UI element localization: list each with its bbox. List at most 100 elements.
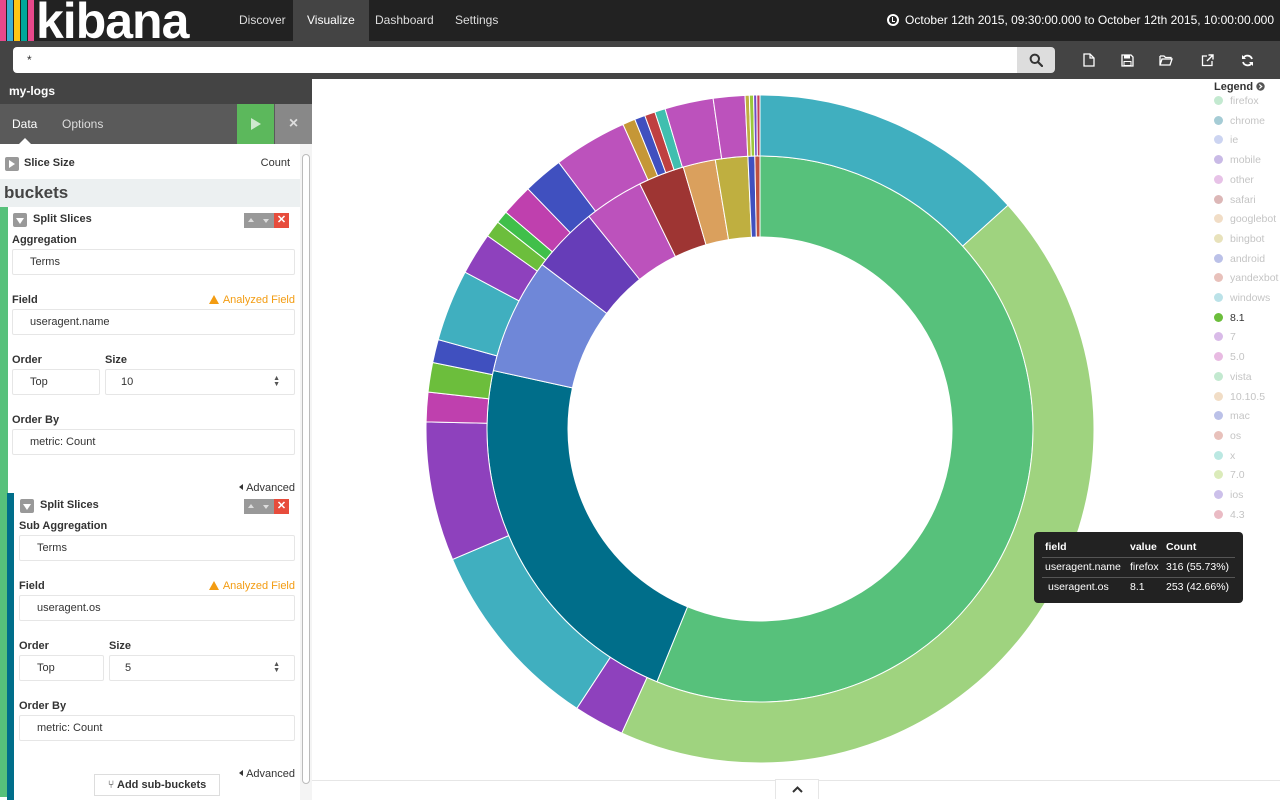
move-down-button[interactable]: [259, 499, 274, 514]
field-label: Field: [19, 580, 45, 592]
new-visualization-icon: [1083, 53, 1095, 67]
legend-item[interactable]: safari: [1214, 194, 1256, 208]
pie-slice-outer[interactable]: [621, 204, 1095, 764]
tab-options[interactable]: Options: [62, 117, 104, 131]
expand-toggle-icon[interactable]: [5, 157, 19, 171]
add-sub-buckets-text: Add sub-buckets: [117, 779, 207, 791]
nav-tab-visualize[interactable]: Visualize: [293, 0, 369, 41]
legend-item[interactable]: bingbot: [1214, 233, 1264, 247]
aggregation-label: Aggregation: [12, 234, 77, 246]
legend-item[interactable]: 4.3: [1214, 509, 1245, 523]
tooltip-row-field: useragent.os: [1048, 581, 1109, 593]
size-input[interactable]: 5 ▲ ▼: [109, 655, 295, 681]
legend-color-dot: [1214, 273, 1223, 283]
legend-item[interactable]: android: [1214, 253, 1265, 267]
toggle-spy-panel-button[interactable]: [775, 779, 819, 799]
chevron-up-icon: [791, 786, 803, 793]
legend-item[interactable]: ios: [1214, 489, 1243, 503]
legend-label: 5.0: [1230, 351, 1245, 364]
analyzed-field-warning: Analyzed Field: [208, 294, 295, 306]
advanced-toggle[interactable]: Advanced: [239, 482, 295, 494]
spinner-arrows-icon[interactable]: ▲ ▼: [273, 375, 280, 388]
legend-item[interactable]: firefox: [1214, 95, 1259, 109]
legend-item[interactable]: 10.10.5: [1214, 391, 1265, 405]
visualization-area: [312, 79, 1280, 800]
legend-item[interactable]: yandexbot: [1214, 272, 1278, 286]
legend-item[interactable]: chrome: [1214, 115, 1265, 129]
legend-color-dot: [1214, 450, 1223, 460]
sidebar-scrollbar[interactable]: [300, 144, 312, 800]
order-by-select[interactable]: metric: Count: [12, 429, 295, 455]
legend-item[interactable]: googlebot: [1214, 213, 1276, 227]
legend-label: firefox: [1230, 95, 1259, 107]
spinner-arrows-icon[interactable]: ▲ ▼: [273, 661, 280, 674]
timepicker[interactable]: October 12th 2015, 09:30:00.000 to Octob…: [887, 0, 1274, 41]
move-down-button[interactable]: [259, 213, 274, 228]
order-select[interactable]: Top: [19, 655, 104, 681]
open-icon: [1159, 55, 1173, 66]
pie-chart[interactable]: [312, 79, 1280, 779]
discard-changes-button[interactable]: ×: [275, 104, 312, 144]
agg-color-stripe: [0, 207, 8, 797]
search-button[interactable]: [1017, 47, 1055, 73]
kibana-logo[interactable]: kibana: [0, 0, 218, 49]
collapse-toggle-icon[interactable]: [13, 213, 27, 227]
field-select[interactable]: useragent.name: [12, 309, 295, 335]
move-up-button[interactable]: [244, 499, 259, 514]
legend-item[interactable]: 8.1: [1214, 312, 1245, 326]
search-input[interactable]: [13, 47, 1017, 73]
legend-color-dot: [1214, 509, 1223, 519]
tooltip-row-count: 253 (42.66%): [1166, 581, 1230, 593]
remove-agg-button[interactable]: ✕: [274, 213, 289, 228]
legend-color-dot: [1214, 174, 1223, 184]
legend-label: 10.10.5: [1230, 390, 1266, 403]
size-input[interactable]: 10 ▲ ▼: [105, 369, 295, 395]
legend-item[interactable]: ie: [1214, 134, 1238, 148]
save-button[interactable]: [1116, 49, 1138, 71]
nav-tab-settings[interactable]: Settings: [455, 13, 499, 27]
legend-item[interactable]: mobile: [1214, 154, 1261, 168]
advanced-text: Advanced: [246, 482, 295, 494]
open-button[interactable]: [1155, 49, 1177, 71]
legend-color-dot: [1214, 96, 1223, 105]
logo-bars: [0, 0, 35, 41]
new-visualization-button[interactable]: [1078, 49, 1100, 71]
order-select[interactable]: Top: [12, 369, 100, 395]
sub-aggregation-select[interactable]: Terms: [19, 535, 295, 561]
scrollbar-thumb[interactable]: [302, 154, 310, 784]
legend-toggle-icon[interactable]: [1256, 82, 1265, 91]
legend-item[interactable]: windows: [1214, 292, 1270, 306]
move-up-button[interactable]: [244, 213, 259, 228]
metric-slice-size[interactable]: Slice Size Count: [0, 152, 300, 176]
remove-agg-button[interactable]: ✕: [274, 499, 289, 514]
legend-item[interactable]: 7.0: [1214, 469, 1245, 483]
legend-item[interactable]: other: [1214, 174, 1254, 188]
refresh-button[interactable]: [1236, 49, 1258, 71]
collapse-toggle-icon[interactable]: [20, 499, 34, 513]
nav-tab-dashboard[interactable]: Dashboard: [375, 13, 434, 27]
tab-data[interactable]: Data: [12, 104, 37, 144]
legend-item[interactable]: os: [1214, 430, 1241, 444]
legend-title[interactable]: Legend: [1214, 81, 1265, 93]
aggregation-select[interactable]: Terms: [12, 249, 295, 275]
agg-header: Split Slices: [40, 499, 99, 511]
play-icon: [250, 118, 261, 130]
order-by-select[interactable]: metric: Count: [19, 715, 295, 741]
tooltip-header-field: field: [1045, 541, 1067, 553]
share-button[interactable]: [1196, 49, 1218, 71]
legend-item[interactable]: 5.0: [1214, 351, 1245, 365]
legend-item[interactable]: vista: [1214, 371, 1252, 385]
legend-color-dot: [1214, 293, 1223, 302]
nav-tab-discover[interactable]: Discover: [239, 13, 286, 27]
field-select[interactable]: useragent.os: [19, 595, 295, 621]
advanced-toggle[interactable]: Advanced: [239, 768, 295, 780]
index-pattern-title: my-logs: [0, 79, 312, 104]
legend-color-dot: [1214, 332, 1223, 342]
add-sub-buckets-button[interactable]: ⑂ Add sub-buckets: [94, 774, 220, 796]
apply-changes-button[interactable]: [237, 104, 274, 144]
legend-item[interactable]: 7: [1214, 331, 1236, 345]
legend-item[interactable]: mac: [1214, 410, 1250, 424]
legend-item[interactable]: x: [1214, 450, 1235, 464]
pie-slice-outer[interactable]: [756, 94, 761, 157]
query-bar: [0, 41, 1280, 79]
